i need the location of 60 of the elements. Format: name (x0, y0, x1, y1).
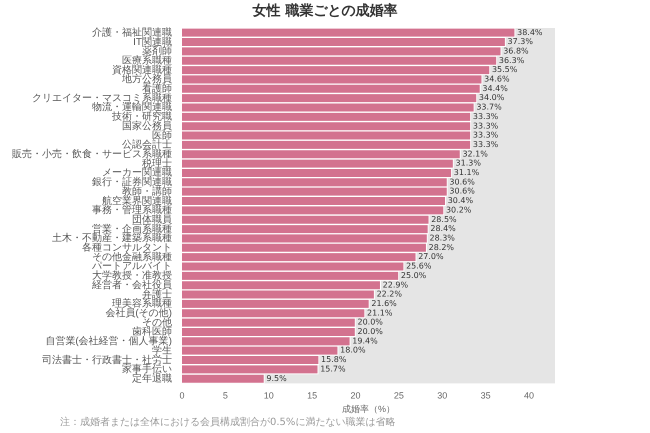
data-label: 34.4% (482, 84, 508, 93)
data-label: 15.8% (321, 355, 347, 364)
data-label: 30.6% (449, 177, 476, 186)
data-label: 21.6% (371, 298, 398, 308)
x-tick-label: 15 (307, 390, 318, 400)
y-tick-label: 経営者・会社役員 (91, 278, 172, 291)
x-tick-label: 0 (179, 390, 185, 400)
y-tick-label: 医療系職種 (122, 54, 172, 66)
data-label: 33.3% (472, 130, 499, 140)
data-label: 35.5% (492, 65, 518, 74)
data-label: 33.3% (472, 121, 499, 130)
x-axis-title: 成婚率（%） (342, 404, 396, 414)
y-tick-label: 弁護士 (142, 288, 172, 300)
y-tick-label: 学生 (152, 344, 172, 356)
y-tick-label: 定年退職 (132, 372, 172, 384)
data-label: 34.0% (478, 93, 505, 102)
y-tick-label: 国家公務員 (122, 120, 172, 132)
data-label: 15.7% (320, 364, 346, 374)
data-label: 28.3% (429, 234, 456, 243)
data-label: 22.2% (376, 290, 402, 299)
data-label: 36.3% (498, 56, 525, 65)
x-tick-label: 10 (264, 390, 274, 400)
data-label: 32.1% (462, 149, 488, 158)
x-tick-label: 35 (480, 390, 491, 400)
data-label: 28.2% (428, 242, 454, 252)
data-label: 21.1% (367, 308, 393, 318)
data-label: 31.1% (454, 168, 480, 178)
data-label: 25.0% (400, 270, 427, 280)
y-tick-label: 会社員(その他) (105, 307, 172, 320)
x-tick-label: 30 (437, 390, 448, 400)
data-label: 33.3% (472, 112, 499, 121)
data-label: 31.3% (456, 158, 482, 168)
data-label: 30.6% (449, 186, 476, 196)
y-tick-label: その他金融系職種 (92, 250, 172, 263)
data-label: 19.4% (352, 336, 378, 346)
data-label: 33.7% (476, 102, 502, 112)
data-label: 28.5% (431, 214, 458, 224)
data-label: 36.8% (503, 46, 530, 56)
data-label: 20.0% (357, 318, 384, 327)
x-tick-label: 20 (350, 390, 360, 400)
data-label: 28.4% (430, 224, 456, 234)
data-label: 25.6% (406, 262, 432, 271)
data-label: 38.4% (517, 28, 543, 37)
data-label: 22.9% (382, 280, 408, 290)
data-label: 33.3% (472, 140, 499, 149)
data-label: 9.5% (266, 374, 288, 383)
y-tick-label: 団体職員 (132, 213, 172, 226)
x-tick-label: 25 (394, 390, 404, 400)
data-label: 20.0% (357, 327, 384, 336)
data-label: 27.0% (418, 252, 444, 262)
x-tick-label: 40 (524, 390, 534, 400)
data-label: 34.6% (484, 74, 510, 84)
data-label: 37.3% (508, 37, 534, 46)
x-tick-label: 5 (222, 390, 228, 400)
data-label: 30.4% (448, 196, 474, 206)
text: 注：成婚者または全体における会員構成割合が0.5%に満たない職業は省略 (60, 416, 396, 429)
chart-title: 女性 職業ごとの成婚率 (252, 2, 398, 20)
data-label: 30.2% (446, 205, 472, 214)
data-label: 18.0% (340, 346, 366, 355)
y-tick-label: 教師・講師 (122, 185, 172, 198)
